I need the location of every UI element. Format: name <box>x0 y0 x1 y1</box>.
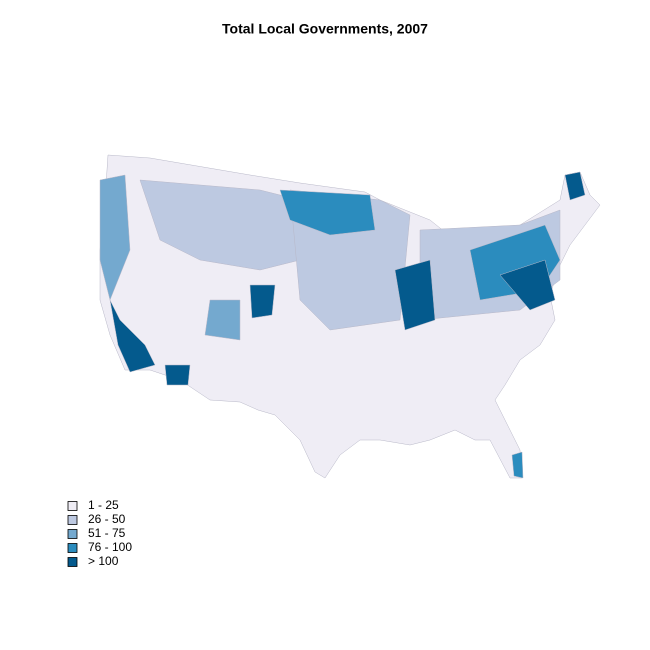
region <box>109 299 156 373</box>
region <box>164 364 191 386</box>
legend-swatch <box>67 543 78 553</box>
legend-label: > 100 <box>88 554 119 568</box>
region <box>139 179 301 271</box>
legend-swatch <box>67 529 78 539</box>
legend-label: 1 - 25 <box>88 498 119 512</box>
region <box>99 174 131 301</box>
region <box>564 171 586 201</box>
legend-swatch <box>67 515 78 525</box>
region <box>279 189 376 236</box>
region <box>394 259 436 331</box>
legend-label: 51 - 75 <box>88 526 126 540</box>
region <box>511 451 524 479</box>
legend-label: 76 - 100 <box>88 540 132 554</box>
legend-swatch <box>67 557 78 567</box>
region <box>499 259 556 311</box>
region <box>249 284 276 319</box>
region <box>204 299 241 341</box>
legend-swatch <box>67 501 78 511</box>
map-title: Total Local Governments, 2007 <box>222 21 428 37</box>
legend-label: 26 - 50 <box>88 512 126 526</box>
us-map <box>99 154 601 479</box>
